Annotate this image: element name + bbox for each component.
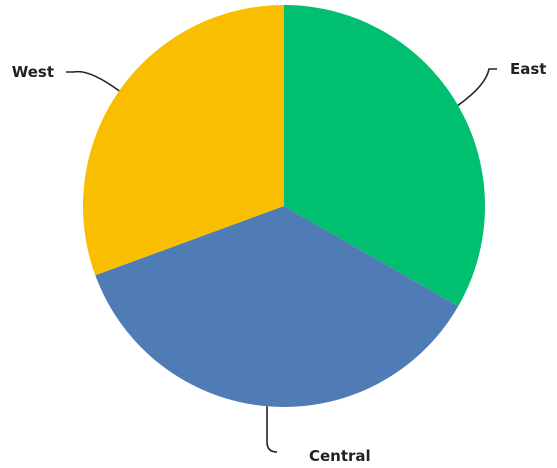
slice-label-west: West [12,63,54,81]
slice-label-central: Central [309,447,371,465]
pie-slices [82,4,486,408]
pie-slice-central [95,206,459,408]
pie-slice-west [82,4,284,276]
leader-line-central [266,406,278,453]
pie-slice-east [284,5,486,307]
slice-labels: East Central West [12,60,547,465]
leader-lines [66,68,497,453]
leader-line-east [457,68,497,106]
leader-line-west [66,70,120,92]
slice-label-east: East [510,60,546,78]
